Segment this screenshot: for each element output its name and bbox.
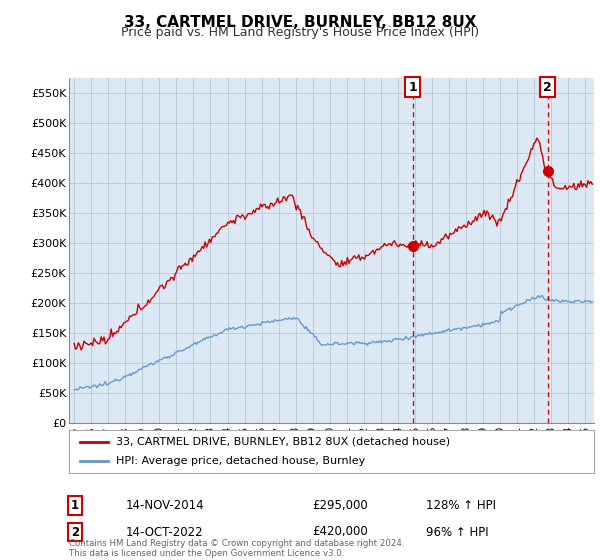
Text: 33, CARTMEL DRIVE, BURNLEY, BB12 8UX (detached house): 33, CARTMEL DRIVE, BURNLEY, BB12 8UX (de…: [116, 437, 451, 447]
Text: £420,000: £420,000: [312, 525, 368, 539]
Text: Contains HM Land Registry data © Crown copyright and database right 2024.
This d: Contains HM Land Registry data © Crown c…: [69, 539, 404, 558]
Text: 14-OCT-2022: 14-OCT-2022: [126, 525, 203, 539]
Text: 33, CARTMEL DRIVE, BURNLEY, BB12 8UX: 33, CARTMEL DRIVE, BURNLEY, BB12 8UX: [124, 15, 476, 30]
Text: 1: 1: [71, 498, 79, 512]
Text: 1: 1: [409, 81, 417, 94]
Text: 128% ↑ HPI: 128% ↑ HPI: [426, 498, 496, 512]
Text: 96% ↑ HPI: 96% ↑ HPI: [426, 525, 488, 539]
Text: Price paid vs. HM Land Registry's House Price Index (HPI): Price paid vs. HM Land Registry's House …: [121, 26, 479, 39]
Text: 2: 2: [544, 81, 552, 94]
Text: 14-NOV-2014: 14-NOV-2014: [126, 498, 205, 512]
Text: HPI: Average price, detached house, Burnley: HPI: Average price, detached house, Burn…: [116, 456, 365, 466]
Text: £295,000: £295,000: [312, 498, 368, 512]
Text: 2: 2: [71, 525, 79, 539]
